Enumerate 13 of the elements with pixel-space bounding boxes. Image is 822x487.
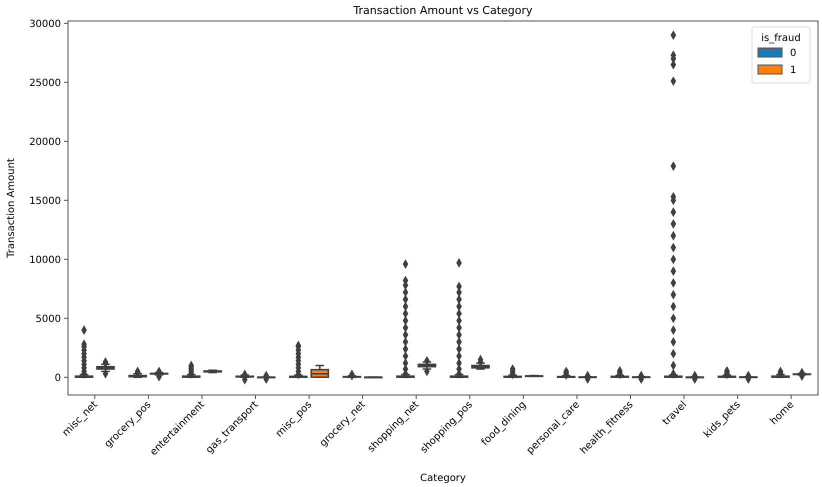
y-tick-label: 0 xyxy=(54,372,61,384)
y-tick-label: 5000 xyxy=(36,314,61,325)
y-tick-label: 30000 xyxy=(29,18,61,30)
y-tick-label: 25000 xyxy=(29,78,61,89)
legend-title: is_fraud xyxy=(761,33,801,44)
x-axis-title: Category xyxy=(420,473,466,484)
legend-label: 0 xyxy=(790,48,796,59)
y-tick-label: 15000 xyxy=(29,196,61,207)
y-tick-label: 10000 xyxy=(29,254,61,266)
y-axis-title: Transaction Amount xyxy=(6,158,17,259)
chart-title: Transaction Amount vs Category xyxy=(352,4,534,17)
legend-label: 1 xyxy=(790,65,796,76)
y-tick-label: 20000 xyxy=(29,136,61,148)
